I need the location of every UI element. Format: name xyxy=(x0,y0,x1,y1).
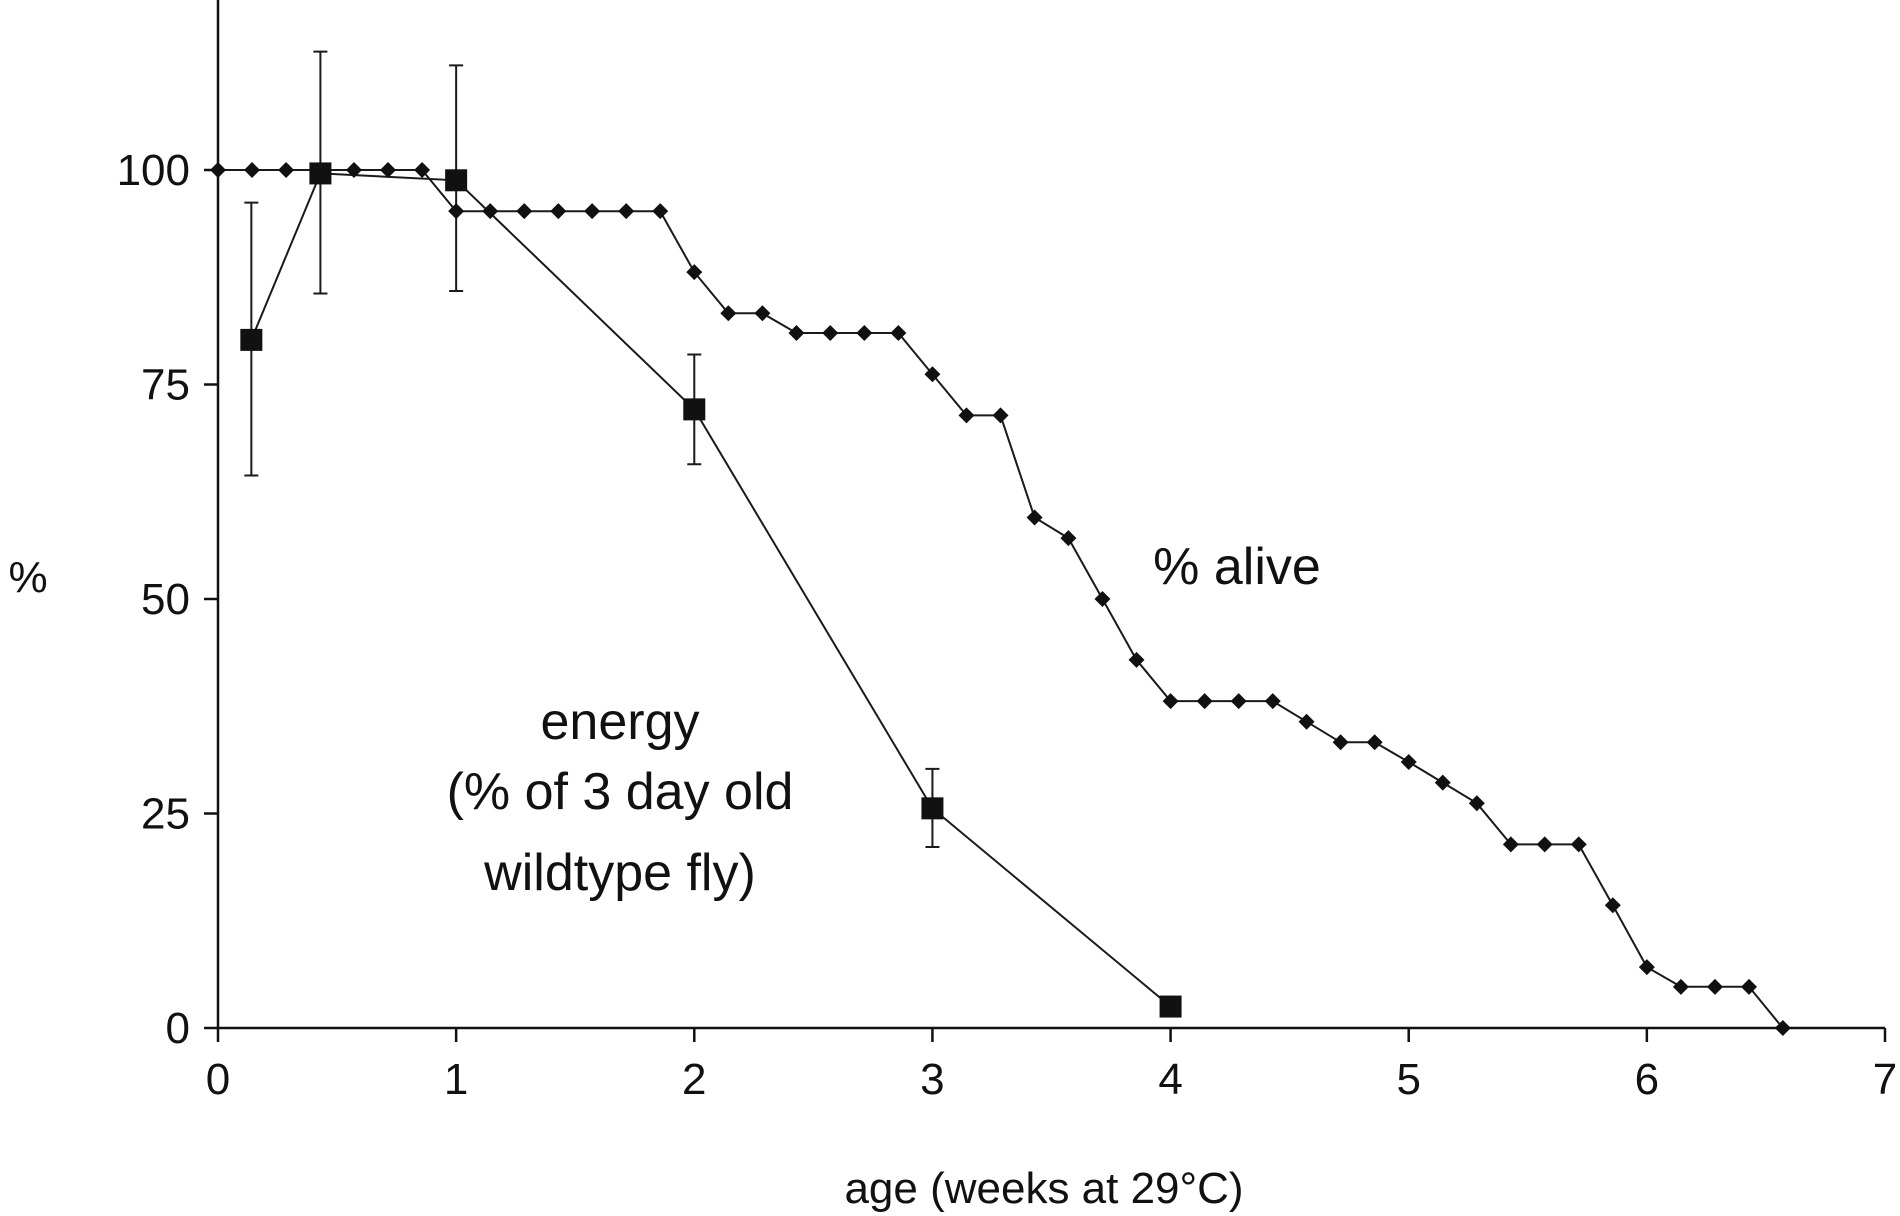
x-tick-label: 4 xyxy=(1158,1055,1182,1104)
alive-point xyxy=(1162,693,1179,710)
y-tick-label: 75 xyxy=(141,361,190,410)
alive-point xyxy=(856,325,873,342)
alive-point xyxy=(210,162,226,178)
y-tick-label: 50 xyxy=(141,575,190,624)
alive-point xyxy=(244,162,261,178)
y-tick-label: 0 xyxy=(166,1004,190,1053)
alive-point xyxy=(618,203,635,220)
alive-point xyxy=(1128,651,1145,668)
alive-point xyxy=(992,407,1009,424)
alive-point xyxy=(958,407,975,424)
alive-point xyxy=(720,305,737,322)
series-markers xyxy=(210,162,1791,1036)
alive-point xyxy=(1638,959,1655,976)
alive-point xyxy=(1468,795,1485,812)
alive-point xyxy=(380,162,397,178)
alive-point xyxy=(278,162,295,178)
alive-point xyxy=(1060,530,1077,547)
alive-point xyxy=(1434,774,1451,791)
y-ticks: 0 25 50 75 100 xyxy=(117,146,218,1053)
alive-point xyxy=(1196,693,1213,710)
x-tick-label: 0 xyxy=(206,1055,230,1104)
x-tick-label: 1 xyxy=(444,1055,468,1104)
x-axis-title: age (weeks at 29°C) xyxy=(844,1164,1243,1213)
x-tick-label: 2 xyxy=(682,1055,706,1104)
alive-point xyxy=(448,203,465,220)
alive-point xyxy=(1604,897,1621,914)
series-lines xyxy=(218,169,1784,1029)
alive-point xyxy=(1230,693,1247,710)
alive-point xyxy=(550,203,567,220)
x-tick-label: 7 xyxy=(1873,1055,1897,1104)
x-tick-label: 3 xyxy=(920,1055,944,1104)
alive-point xyxy=(482,203,499,220)
alive-point xyxy=(924,366,941,383)
alive-point xyxy=(686,264,703,281)
alive-point xyxy=(1570,836,1587,853)
alive-point xyxy=(822,325,839,342)
energy-point xyxy=(240,328,263,351)
energy-point xyxy=(445,169,468,192)
energy-point xyxy=(1159,995,1182,1018)
alive-point xyxy=(1264,693,1281,710)
alive-point xyxy=(890,325,907,342)
series-line-energy xyxy=(250,172,1172,1008)
y-tick-label: 25 xyxy=(141,790,190,839)
alive-point xyxy=(1502,836,1519,853)
annotation-alive: % alive xyxy=(1153,538,1321,596)
alive-point xyxy=(1672,978,1689,995)
alive-point xyxy=(414,162,431,178)
alive-point xyxy=(1332,734,1349,751)
alive-point xyxy=(1741,978,1758,995)
alive-point xyxy=(1298,713,1315,730)
energy-point xyxy=(683,398,706,421)
alive-point xyxy=(584,203,601,220)
alive-point xyxy=(1774,1020,1791,1036)
alive-point xyxy=(1400,754,1417,771)
alive-point xyxy=(1536,836,1553,853)
series-line-alive xyxy=(218,169,1784,1029)
x-tick-label: 6 xyxy=(1635,1055,1659,1104)
alive-point xyxy=(1026,509,1043,526)
alive-point xyxy=(788,325,805,342)
annotation-energy-line3: wildtype fly) xyxy=(483,844,756,902)
x-tick-label: 5 xyxy=(1396,1055,1420,1104)
alive-point xyxy=(1366,734,1383,751)
energy-point xyxy=(309,162,332,185)
annotation-energy-line2: (% of 3 day old xyxy=(447,763,794,821)
y-axis-title: % xyxy=(8,553,47,602)
alive-point xyxy=(516,203,533,220)
alive-point xyxy=(345,162,362,178)
alive-point xyxy=(1706,978,1723,995)
annotation-energy-line1: energy xyxy=(541,693,700,751)
energy-point xyxy=(921,797,944,820)
alive-point xyxy=(754,305,771,322)
alive-point xyxy=(652,203,669,220)
y-tick-label: 100 xyxy=(117,146,190,195)
x-ticks: 0 1 2 3 4 5 6 7 xyxy=(206,1028,1897,1104)
alive-point xyxy=(1094,591,1111,607)
